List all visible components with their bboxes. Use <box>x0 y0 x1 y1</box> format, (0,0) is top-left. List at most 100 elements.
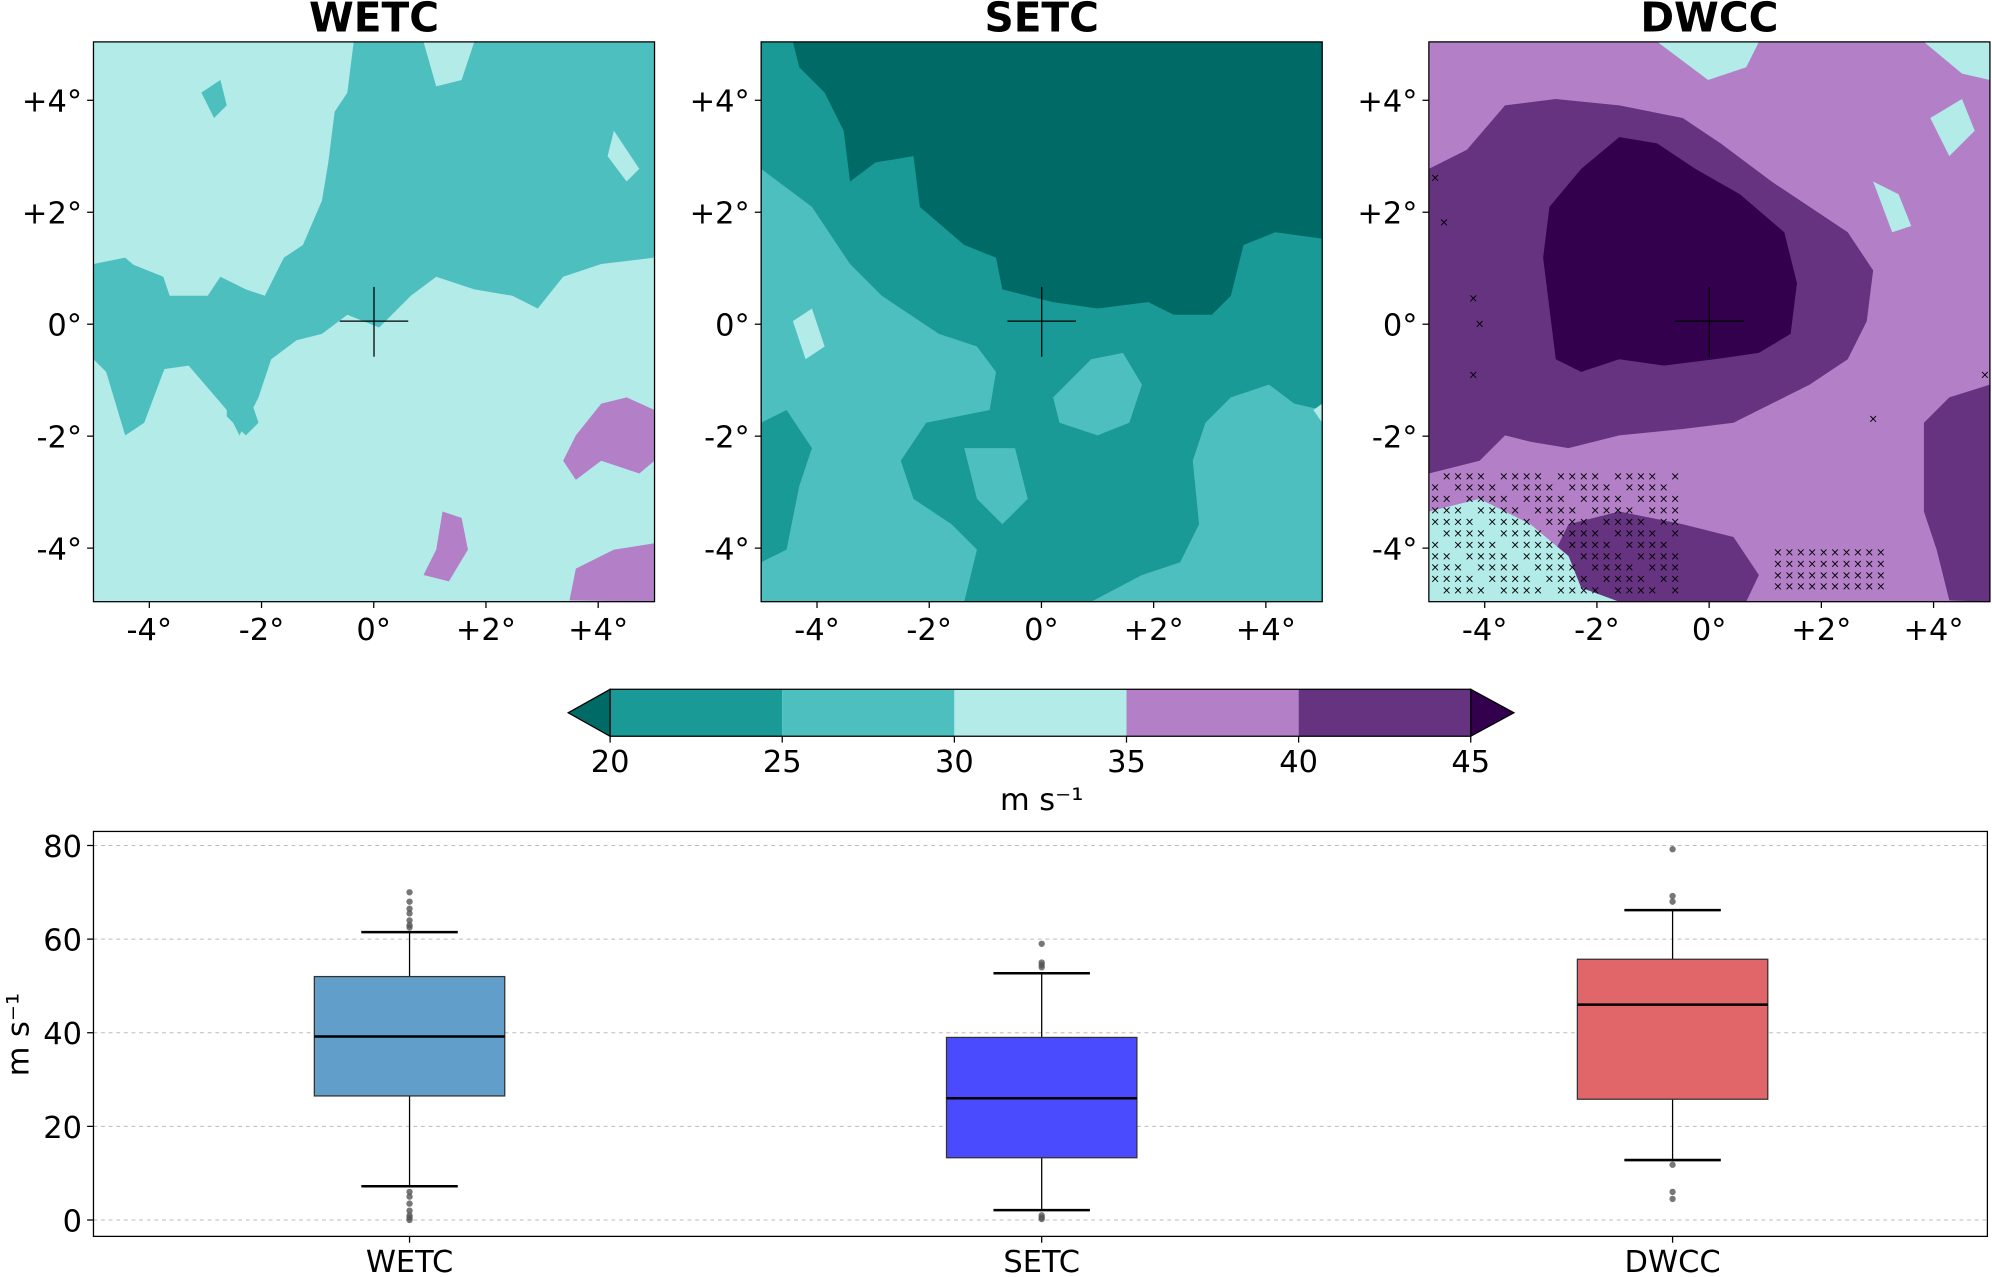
stipple-marker: × <box>1442 560 1452 574</box>
contour-region <box>201 79 227 119</box>
outlier-point <box>1669 1161 1676 1168</box>
stipple-marker: × <box>1522 549 1532 563</box>
stipple-marker: × <box>1670 469 1680 483</box>
stipple-marker: × <box>1659 480 1669 494</box>
colorbar-segment <box>954 689 1127 737</box>
stipple-marker: × <box>1636 583 1646 597</box>
stipple-marker: × <box>1499 503 1509 517</box>
stipple-marker: × <box>1510 469 1520 483</box>
panel-title: WETC <box>309 0 439 42</box>
stipple-marker: × <box>1830 556 1840 570</box>
contour-region <box>569 543 655 602</box>
y-tick-label: 0° <box>715 309 750 344</box>
stipple-marker: × <box>1807 556 1817 570</box>
y-tick-label: 20 <box>43 1111 82 1146</box>
stipple-marker: × <box>1556 492 1566 506</box>
stipple-marker: × <box>1647 526 1657 540</box>
contour-region <box>93 257 183 436</box>
stipple-marker: × <box>1453 572 1463 586</box>
x-tick-label: 0° <box>1692 613 1727 648</box>
stipple-marker: × <box>1556 503 1566 517</box>
colorbar: 20 25 30 35 40 45 <box>566 688 1516 780</box>
stipple-marker: × <box>1785 568 1795 582</box>
stipple-marker: × <box>1430 549 1440 563</box>
y-tick-label: 0° <box>1383 309 1418 344</box>
stipple-marker: × <box>1476 469 1486 483</box>
stipple-marker: × <box>1590 583 1600 597</box>
stipple-marker: × <box>1625 503 1635 517</box>
contour-region <box>1053 352 1142 436</box>
box-setc <box>945 940 1138 1223</box>
stipple-marker: × <box>1453 469 1463 483</box>
stipple-marker: × <box>1430 572 1440 586</box>
outlier-point <box>1669 1188 1676 1196</box>
stipple-marker: × <box>1670 515 1680 529</box>
stipple-marker: × <box>1488 560 1498 574</box>
stipple-marker: × <box>1842 556 1852 570</box>
y-tick-label: -2° <box>704 421 750 456</box>
colorbar-extend-low <box>566 688 611 738</box>
stipple-marker: × <box>1522 515 1532 529</box>
stipple-marker: × <box>1842 579 1852 593</box>
stipple-marker: × <box>1465 480 1475 494</box>
stipple-marker: × <box>1568 526 1578 540</box>
stipple-marker: × <box>1636 515 1646 529</box>
stipple-marker: × <box>1830 579 1840 593</box>
x-tick-label: SETC <box>1003 1245 1080 1277</box>
stipple-marker: × <box>1579 469 1589 483</box>
stipple-marker: × <box>1545 515 1555 529</box>
stipple-marker: × <box>1510 503 1520 517</box>
stipple-marker: × <box>1807 545 1817 559</box>
stipple-marker: × <box>1670 560 1680 574</box>
stipple-marker: × <box>1453 560 1463 574</box>
y-tick-label: -2° <box>36 421 82 456</box>
stipple-marker: × <box>1613 503 1623 517</box>
stipple-marker: × <box>1625 572 1635 586</box>
stipple-marker: × <box>1499 549 1509 563</box>
stipple-marker: × <box>1590 537 1600 551</box>
stipple-marker: × <box>1568 480 1578 494</box>
stipple-marker: × <box>1453 583 1463 597</box>
stipple-marker: × <box>1488 515 1498 529</box>
stipple-marker: × <box>1533 503 1543 517</box>
colorbar-frame <box>609 688 1472 737</box>
stipple-marker: × <box>1613 583 1623 597</box>
stipple-marker: × <box>1499 572 1509 586</box>
colorbar-tick-label: 20 <box>591 745 630 780</box>
stipple-marker: × <box>1476 503 1486 517</box>
x-tick-label: -2° <box>239 613 285 648</box>
outlier-point <box>406 905 413 912</box>
outlier-point <box>406 1216 413 1224</box>
stipple-marker: × <box>1533 537 1543 551</box>
stipple-marker: × <box>1568 560 1578 574</box>
box-dwcc <box>1576 846 1769 1203</box>
stipple-marker: × <box>1830 568 1840 582</box>
stipple-marker: × <box>1510 480 1520 494</box>
y-tick-label: -4° <box>36 533 82 568</box>
stipple-marker: × <box>1773 545 1783 559</box>
outlier-point <box>1669 846 1676 853</box>
stipple-marker: × <box>1647 583 1657 597</box>
contour-region <box>563 397 655 480</box>
stipple-marker: × <box>1522 583 1532 597</box>
stipple-marker: × <box>1488 537 1498 551</box>
stipple-marker: × <box>1545 492 1555 506</box>
x-tick-label: +4° <box>568 613 628 648</box>
stipple-marker: × <box>1636 549 1646 563</box>
stipple-marker: × <box>1773 556 1783 570</box>
contour-region <box>761 410 812 563</box>
stipple-marker: × <box>1556 549 1566 563</box>
stipple-marker: × <box>1865 545 1875 559</box>
boxplot-frame <box>92 830 1989 1238</box>
stipple-marker: × <box>1442 526 1452 540</box>
stipple-marker: × <box>1430 171 1440 185</box>
stipple-marker: × <box>1659 503 1669 517</box>
stipple-marker: × <box>1659 537 1669 551</box>
contour-region <box>423 41 475 87</box>
stipple-marker: × <box>1865 579 1875 593</box>
outlier-point <box>406 898 413 905</box>
stipple-marker: × <box>1442 515 1452 529</box>
stipple-marker: × <box>1602 492 1612 506</box>
stipple-marker: × <box>1556 526 1566 540</box>
